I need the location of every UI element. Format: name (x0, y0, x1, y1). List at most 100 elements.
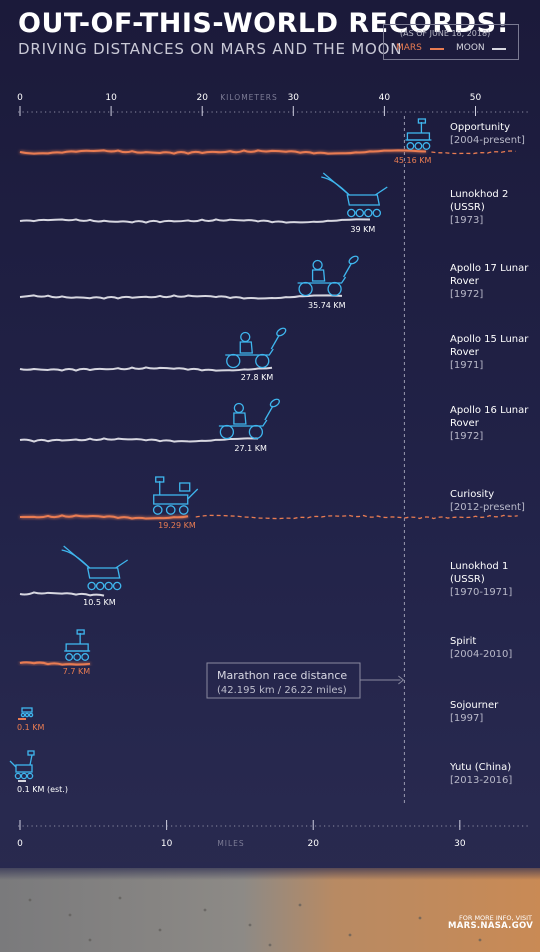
rover-wheel (26, 772, 34, 780)
value-label: 7.7 KM (63, 667, 91, 676)
marathon-detail: (42.195 km / 26.22 miles) (217, 685, 347, 696)
rover-label: Apollo 15 Lunar Rover [1971] (450, 333, 538, 372)
rover-body (346, 194, 381, 206)
rover-period: [1970-1971] (450, 587, 513, 598)
rover-body (86, 567, 121, 579)
rover-name: Lunokhod 1 (USSR) (450, 561, 509, 585)
rover-period: [2012-present] (450, 502, 525, 513)
rover-period: [2004-present] (450, 135, 525, 146)
rover-wheel (219, 424, 235, 440)
rover-row: 45.16 KM (19, 118, 516, 165)
km-tick-label: 0 (17, 93, 23, 103)
rover-row: 35.74 KM (19, 255, 359, 310)
rover-body (153, 494, 189, 505)
page-title: OUT-OF-THIS-WORLD RECORDS! (18, 8, 510, 39)
footer-line1: FOR MORE INFO, VISIT (459, 914, 532, 922)
rover-period: [2013-2016] (450, 775, 513, 786)
rover-wheel (20, 772, 28, 780)
rover-row: 0.1 KM (est.) (9, 750, 68, 794)
astronaut-helmet (312, 259, 323, 271)
distance-bar (19, 514, 189, 520)
rover-body (65, 643, 89, 652)
distance-bar (19, 294, 343, 300)
ground-rock (298, 903, 302, 907)
rover-frame (297, 276, 347, 284)
rover-row: 7.7 KM (19, 629, 91, 676)
value-label: 27.8 KM (241, 373, 274, 382)
rover-name: Curiosity (450, 489, 495, 500)
rover-period: [1972] (450, 289, 484, 300)
rover-mast (29, 754, 33, 766)
astronaut-body (311, 269, 326, 282)
rover-wheel (255, 353, 270, 369)
rover-wheel (178, 505, 189, 515)
rover-label: Apollo 17 Lunar Rover [1972] (450, 262, 538, 301)
miles-tick-label: 20 (307, 839, 319, 849)
rover-panel (9, 760, 17, 768)
ground-rock (68, 913, 72, 917)
km-tick-label: 30 (288, 93, 300, 103)
value-label: 39 KM (350, 225, 375, 234)
ground-rock (88, 938, 92, 942)
rover-label: Lunokhod 2 (USSR) [1973] (450, 188, 538, 227)
footer-note: FOR MORE INFO, VISIT MARS.NASA.GOV (448, 914, 533, 930)
value-label: 19.29 KM (158, 521, 196, 530)
rover-label: Apollo 16 Lunar Rover [1972] (450, 404, 538, 443)
rover-antenna-mast (264, 405, 274, 421)
rover-wheel (422, 142, 431, 150)
rover-wheel (327, 281, 342, 297)
rover-wheel (28, 712, 34, 718)
rover-name: Apollo 17 Lunar Rover (450, 263, 529, 287)
value-label: 10.5 KM (83, 598, 116, 607)
miles-axis-label: MILES (217, 839, 244, 848)
page-subtitle: DRIVING DISTANCES ON MARS AND THE MOON (18, 40, 403, 58)
rover-antenna (115, 559, 129, 569)
rover-label: Yutu (China) [2013-2016] (450, 761, 538, 787)
rover-wheel (65, 653, 74, 661)
rover-wheel (104, 581, 113, 591)
value-label: 0.1 KM (est.) (17, 785, 68, 794)
rover-wheel (20, 712, 26, 718)
km-tick-label: 10 (105, 93, 117, 103)
rover-row: 0.1 KM (17, 707, 45, 732)
rover-name: Sojourner (450, 700, 499, 711)
distance-bar (19, 366, 273, 372)
rover-row: 27.1 KM (19, 398, 280, 453)
rover-wheel (226, 353, 241, 369)
rover-wheel (152, 505, 163, 515)
rover-name: Yutu (China) (450, 762, 512, 773)
ground-rock (348, 933, 352, 937)
legend-mars-swatch (430, 48, 444, 50)
rover-label: Lunokhod 1 (USSR) [1970-1971] (450, 560, 538, 599)
rover-wheel (406, 142, 415, 150)
ongoing-extension (195, 514, 518, 520)
rover-label: Curiosity [2012-present] (450, 488, 538, 514)
miles-tick-label: 30 (454, 839, 466, 849)
rover-lid-curve (61, 549, 91, 569)
rover-wheel (298, 281, 313, 297)
km-tick-label: 40 (379, 93, 391, 103)
rover-body (15, 764, 33, 773)
distance-bar (19, 218, 371, 224)
rover-frame (218, 419, 268, 427)
rover-wheel (347, 208, 356, 218)
astronaut-helmet (240, 331, 251, 343)
ground-rock (118, 896, 122, 900)
km-tick-label: 20 (196, 93, 208, 103)
value-label: 0.1 KM (17, 723, 45, 732)
ground-rock (248, 923, 252, 927)
ground-rock (478, 938, 482, 942)
rover-name: Spirit (450, 636, 477, 647)
rover-wheel (14, 772, 22, 780)
value-label: 27.1 KM (234, 444, 267, 453)
rover-dish (269, 398, 280, 408)
rover-name: Lunokhod 2 (USSR) (450, 189, 509, 213)
rover-period: [1971] (450, 360, 484, 371)
rover-period: [1973] (450, 215, 484, 226)
ground-rock (268, 943, 272, 947)
rover-lid-curve (321, 176, 350, 196)
rover-wheel (112, 581, 122, 591)
rover-name: Apollo 15 Lunar Rover (450, 334, 529, 358)
rover-label: Opportunity [2004-present] (450, 121, 538, 147)
